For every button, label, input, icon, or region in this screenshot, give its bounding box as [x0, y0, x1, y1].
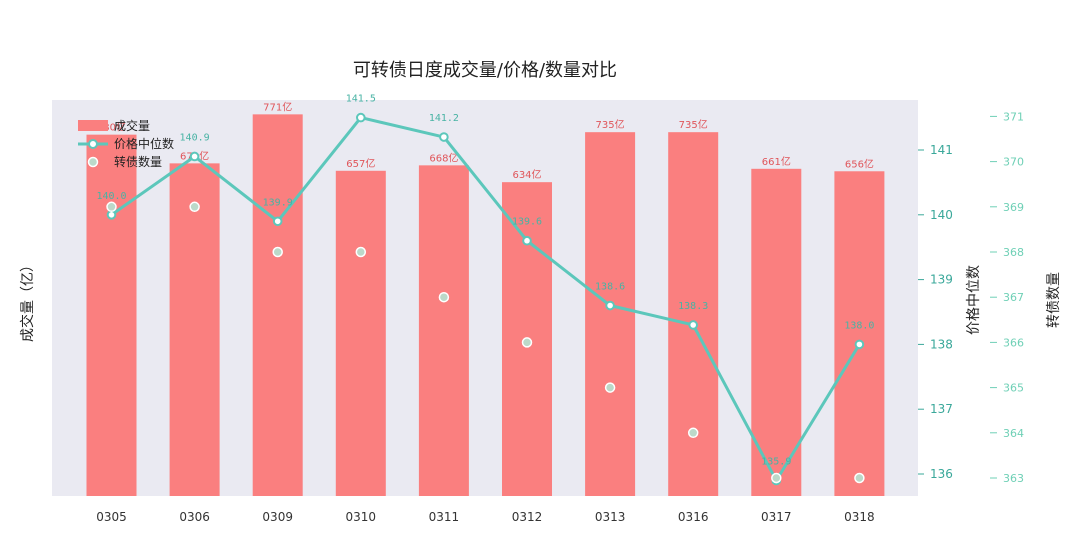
- x-tick-0310: 0310: [346, 510, 377, 524]
- count-tick-365: 365: [1003, 382, 1024, 395]
- count-point-0316: [687, 427, 699, 439]
- x-tick-0305: 0305: [96, 510, 127, 524]
- price-label-0318: 138.0: [844, 320, 874, 331]
- price-point-0311: [439, 132, 449, 142]
- price-labels: 140.0 140.9 139.9 141.5 141.2 139.6 138.6 138.3…: [96, 94, 874, 468]
- count-scatter-series: [106, 201, 865, 484]
- x-tick-0306: 0306: [179, 510, 210, 524]
- bar-series: [86, 114, 885, 497]
- bar-0309: [252, 114, 303, 496]
- price-point-0316: [688, 320, 699, 330]
- count-point-0309: [272, 246, 283, 258]
- count-point-0313: [604, 382, 616, 393]
- bar-0318: [834, 171, 885, 496]
- count-point-0311: [438, 291, 450, 303]
- price-tick-140: 140: [930, 208, 953, 222]
- price-point-0306: [189, 151, 200, 162]
- price-point-0312: [522, 235, 532, 246]
- count-tick-366: 366: [1003, 336, 1024, 349]
- price-point-0310: [356, 112, 366, 123]
- count-point-0306: [189, 201, 200, 213]
- price-point-0313: [605, 300, 615, 311]
- bar-0310: [335, 170, 386, 496]
- legend-scatter-label: 转债数量: [114, 154, 162, 169]
- legend-scatter-marker: [87, 156, 99, 168]
- x-tick-0318: 0318: [844, 510, 875, 524]
- count-point-0312: [521, 337, 533, 348]
- bar-label-0310: 657亿: [346, 157, 375, 170]
- bar-label-0313: 735亿: [596, 118, 625, 131]
- x-tick-0309: 0309: [262, 510, 293, 524]
- x-tick-0316: 0316: [678, 510, 709, 524]
- price-label-0313: 138.6: [595, 282, 625, 293]
- count-tick-364: 364: [1003, 427, 1024, 440]
- count-point-0317: [771, 472, 782, 484]
- count-point-0318: [854, 472, 865, 484]
- x-tick-0317: 0317: [761, 510, 792, 524]
- bar-0311: [418, 165, 469, 496]
- price-point-0305: [106, 210, 117, 220]
- count-axis-ticks: 363 364 365 366 367 368 369 370 371: [990, 110, 1024, 485]
- bar-0306: [169, 163, 220, 497]
- count-tick-368: 368: [1003, 246, 1024, 259]
- price-tick-136: 136: [930, 467, 953, 481]
- price-label-0305: 140.0: [96, 191, 126, 202]
- x-tick-0313: 0313: [595, 510, 626, 524]
- price-tick-141: 141: [930, 143, 953, 157]
- price-point-0309: [272, 216, 283, 227]
- price-tick-139: 139: [930, 273, 953, 287]
- price-tick-138: 138: [930, 337, 953, 351]
- legend-bar-swatch: [78, 120, 108, 131]
- bar-label-0317: 661亿: [762, 155, 791, 168]
- bar-0317: [751, 168, 802, 496]
- count-point-0305: [106, 201, 117, 213]
- price-label-0309: 139.9: [263, 197, 293, 208]
- legend: 成交量 价格中位数 转债数量: [78, 118, 174, 169]
- price-label-0310: 141.5: [346, 94, 376, 105]
- price-tick-137: 137: [930, 402, 953, 416]
- price-label-0317: 135.9: [761, 456, 791, 467]
- legend-line-label: 价格中位数: [114, 136, 174, 151]
- count-tick-363: 363: [1003, 472, 1024, 485]
- price-line: [110, 116, 861, 482]
- bar-0305: [86, 134, 137, 496]
- count-tick-370: 370: [1003, 156, 1024, 169]
- bar-label-0316: 735亿: [679, 118, 708, 131]
- x-tick-0312: 0312: [512, 510, 543, 524]
- middle-axis-title: 价格中位数: [966, 265, 982, 335]
- price-point-0318: [854, 339, 865, 350]
- chart-title: 可转债日度成交量/价格/数量对比: [353, 60, 617, 81]
- count-tick-369: 369: [1003, 201, 1024, 214]
- count-tick-367: 367: [1003, 291, 1024, 304]
- x-axis-ticks: 0305 0306 0309 0310 0311 0312 0313 0316 0317 0318: [96, 510, 874, 524]
- price-label-0316: 138.3: [678, 301, 708, 312]
- price-axis-ticks: 136 137 138 139 140 141: [918, 143, 953, 481]
- bar-0313: [585, 132, 636, 497]
- left-axis-title: 成交量（亿）: [19, 258, 36, 342]
- price-label-0312: 139.6: [512, 217, 542, 228]
- bar-label-0309: 771亿: [263, 100, 292, 113]
- bar-label-0312: 634亿: [512, 168, 541, 181]
- bar-label-0318: 656亿: [845, 157, 874, 170]
- price-label-0311: 141.2: [429, 113, 459, 124]
- bar-0316: [668, 132, 719, 497]
- count-point-0310: [355, 246, 367, 258]
- count-tick-371: 371: [1003, 110, 1024, 123]
- legend-line-marker: [88, 139, 98, 149]
- bar-label-0311: 668亿: [429, 151, 458, 164]
- x-tick-0311: 0311: [429, 510, 460, 524]
- price-label-0306: 140.9: [180, 132, 210, 143]
- right-axis-title: 转债数量: [1046, 272, 1062, 328]
- legend-bar-label: 成交量: [114, 118, 150, 133]
